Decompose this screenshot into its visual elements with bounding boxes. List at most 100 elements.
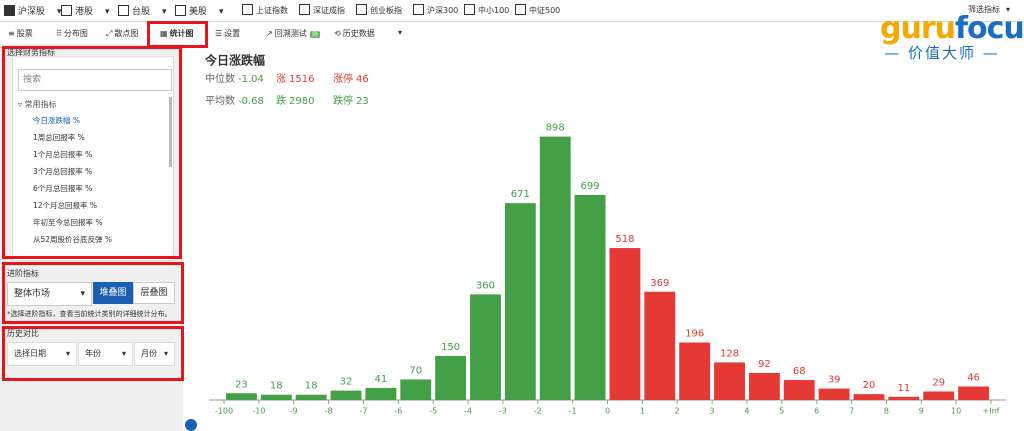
- tab[interactable]: ▦ 统计图: [160, 28, 194, 39]
- tab-icon: ☰: [215, 29, 223, 38]
- bar: [818, 388, 850, 400]
- market-checkbox[interactable]: 沪深股 ▾: [4, 4, 62, 17]
- tab[interactable]: ⠿ 分布图: [56, 28, 88, 39]
- bar: [539, 136, 571, 400]
- x-tick-label: -5: [429, 407, 437, 416]
- bar: [714, 362, 745, 400]
- stat: 跌停 23: [333, 94, 369, 107]
- metric-item[interactable]: 1周总回报率 %: [33, 133, 85, 142]
- select-label: 选择日期: [14, 349, 46, 358]
- stat-value: 1516: [289, 74, 314, 85]
- value-label: 150: [441, 342, 460, 353]
- value-label: 20: [863, 380, 876, 391]
- value-label: 23: [235, 379, 248, 390]
- scrollbar: [169, 97, 172, 167]
- index-checkbox[interactable]: 创业板指: [356, 4, 402, 16]
- market-checkbox[interactable]: 美股 ▾: [175, 4, 224, 17]
- checkbox[interactable]: [299, 4, 310, 15]
- metric-item[interactable]: 3个月总回报率 %: [33, 167, 93, 176]
- value-label: 699: [581, 181, 600, 192]
- stat: 中位数 -1.04: [205, 72, 264, 85]
- stat-value: 23: [356, 96, 369, 107]
- tab-label: 分布图: [63, 29, 88, 38]
- tab[interactable]: ↗ 回溯测试测: [266, 28, 320, 39]
- x-tick-label: 10: [951, 407, 961, 416]
- highlight: [2, 46, 182, 259]
- bar: [504, 203, 536, 400]
- sidebar: 选择财务指标 搜索 ▿ 常用指标 今日涨跌幅 % 1周总回报率 % 1个月总回报率 …: [0, 44, 183, 431]
- value-label: 39: [828, 375, 841, 386]
- index: 沪深300: [427, 6, 459, 15]
- metric-item[interactable]: 1个月总回报率 %: [33, 150, 93, 159]
- checkbox[interactable]: [413, 4, 424, 15]
- arrow: ▾: [65, 349, 70, 358]
- metric-item[interactable]: 12个月总回报率 %: [33, 201, 98, 210]
- market-checkbox[interactable]: 台股 ▾: [118, 4, 167, 17]
- history-select[interactable]: 年份 ▾: [78, 342, 133, 366]
- checkbox[interactable]: [356, 4, 367, 15]
- group[interactable]: ▿ 常用指标: [18, 100, 57, 109]
- cloud-icon: [185, 419, 197, 431]
- arrow: ▾: [105, 7, 110, 17]
- history-select[interactable]: 月份 ▾: [134, 342, 175, 366]
- index-checkbox[interactable]: 沪深300: [413, 4, 458, 16]
- stat-label: 跌停: [333, 94, 353, 107]
- market-checkbox[interactable]: 港股 ▾: [61, 4, 110, 17]
- metric-item[interactable]: 6个月总回报率 %: [33, 184, 93, 193]
- stat-label: 平均数: [205, 94, 235, 107]
- history-select[interactable]: 选择日期 ▾: [7, 342, 77, 366]
- mode-btn[interactable]: 堆叠图: [93, 282, 133, 304]
- metric-item[interactable]: 今日涨跌幅 %: [33, 116, 81, 125]
- arrow: ▾: [1006, 5, 1011, 14]
- x-tick-label: 0: [605, 407, 610, 416]
- x-tick-label: 8: [884, 407, 889, 416]
- stat-label: 跌: [276, 94, 286, 107]
- chart-title: 今日涨跌幅: [204, 53, 265, 68]
- index-checkbox[interactable]: 上证指数: [242, 4, 288, 16]
- bar: [365, 387, 397, 400]
- value-label: 41: [375, 374, 388, 385]
- value-label: 46: [967, 373, 980, 384]
- tab[interactable]: ⟲ 历史数据: [334, 28, 375, 39]
- scope-select[interactable]: 整体市场 ▾: [7, 282, 92, 306]
- metric-item[interactable]: 年初至今总回报率 %: [33, 218, 103, 227]
- tab-label: 散点图: [114, 29, 139, 38]
- tab-icon: ▦: [160, 29, 168, 38]
- tab[interactable]: ≡ 股票: [8, 28, 33, 39]
- logo-a: guru: [880, 11, 956, 46]
- checkbox[interactable]: [175, 5, 186, 16]
- metric-item[interactable]: 从52周股价谷底反弹 %: [33, 235, 113, 244]
- value-label: 68: [793, 366, 806, 377]
- x-tick-label: -3: [499, 407, 507, 416]
- checkbox[interactable]: [464, 4, 475, 15]
- x-tick-label: 5: [779, 407, 784, 416]
- checkbox[interactable]: [515, 4, 526, 15]
- mode-btn[interactable]: 层叠图: [133, 282, 175, 304]
- x-tick-label: -10: [252, 407, 265, 416]
- tab-label: 股票: [16, 29, 33, 38]
- highlight: [147, 21, 208, 48]
- bar: [783, 380, 815, 400]
- filter[interactable]: 筛选指标 ▾: [968, 4, 1010, 15]
- checkbox[interactable]: [118, 5, 129, 16]
- tab-more[interactable]: ▾: [398, 28, 403, 37]
- search[interactable]: 搜索: [18, 69, 172, 91]
- x-tick-label: 3: [710, 407, 715, 416]
- x-tick-label: -7: [359, 407, 367, 416]
- checkbox[interactable]: [242, 4, 253, 15]
- index-checkbox[interactable]: 中小100: [464, 4, 509, 16]
- index-checkbox[interactable]: 深证成指: [299, 4, 345, 16]
- tab[interactable]: ☰ 设置: [215, 28, 240, 39]
- checkbox[interactable]: [4, 5, 15, 16]
- select-label: 年份: [85, 349, 101, 358]
- bar: [748, 373, 780, 400]
- filter-label: 筛选指标: [968, 5, 1000, 14]
- tab[interactable]: ⤢ 散点图: [106, 28, 138, 39]
- x-tick-label: 1: [640, 407, 645, 416]
- index-checkbox[interactable]: 中证500: [515, 4, 560, 16]
- value-label: 518: [615, 234, 634, 245]
- highlight: [2, 262, 184, 324]
- value-label: 360: [476, 280, 495, 291]
- checkbox[interactable]: [61, 5, 72, 16]
- bar: [470, 294, 501, 400]
